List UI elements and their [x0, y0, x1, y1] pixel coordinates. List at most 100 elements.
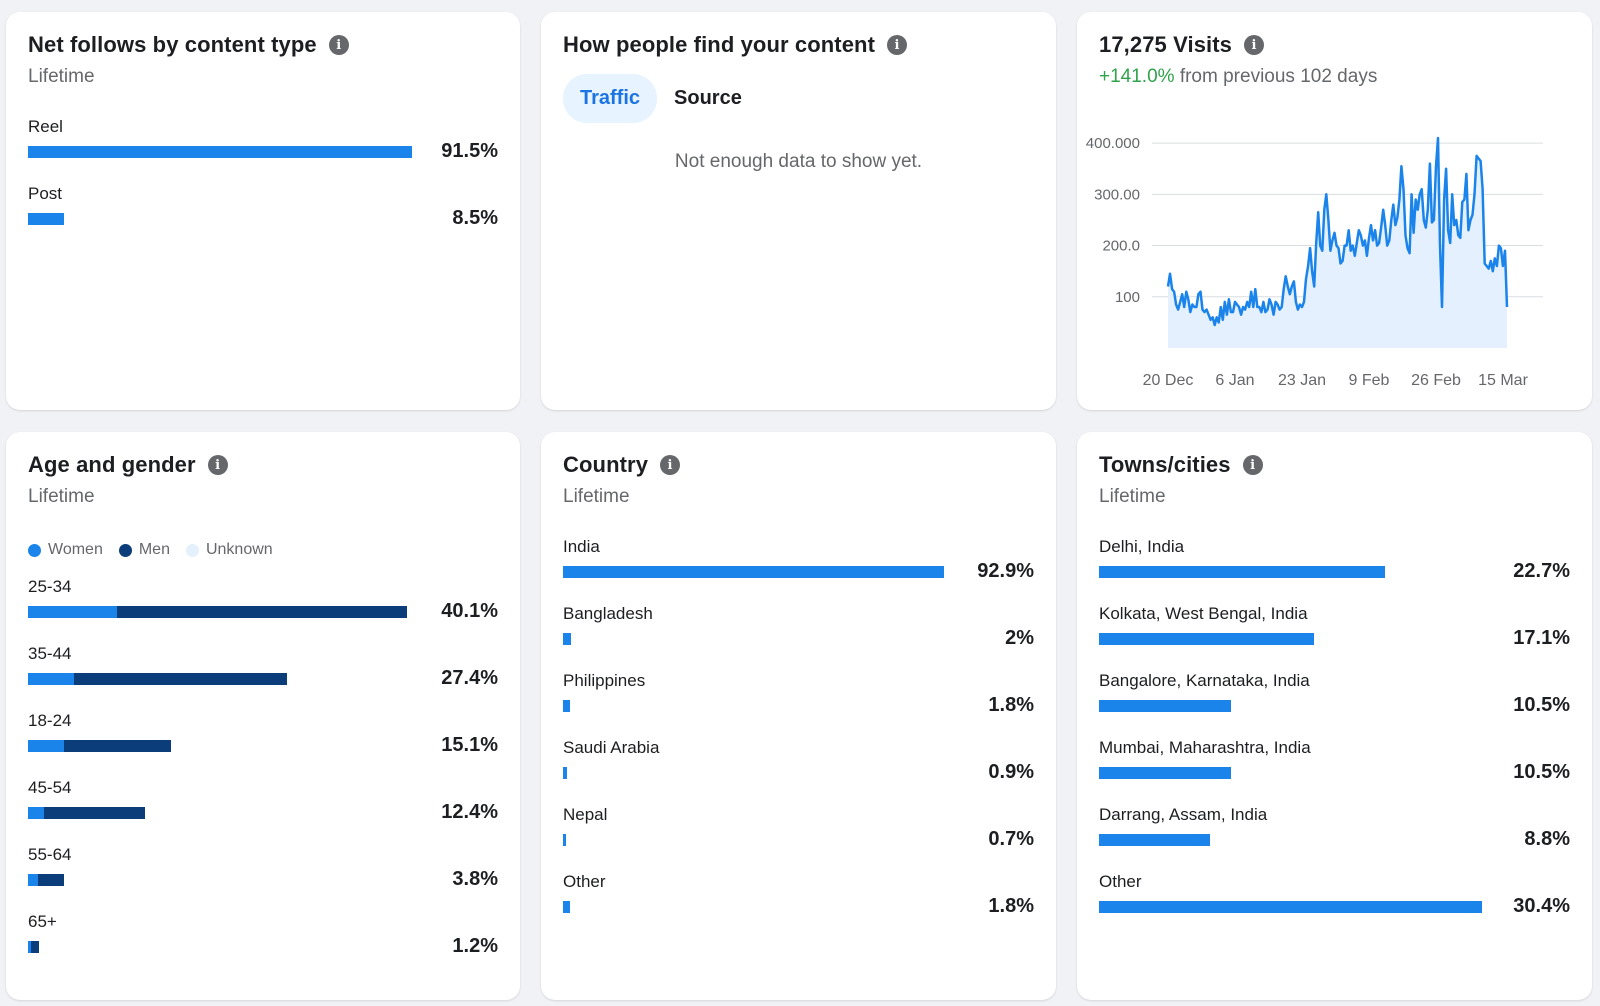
- legend-unknown: Unknown: [185, 541, 273, 559]
- item-label: Delhi, India: [1099, 537, 1185, 556]
- gender-legend: Women Men Unknown: [28, 538, 498, 562]
- item-label: Bangalore, Karnataka, India: [1099, 671, 1310, 690]
- country-list: India 92.9% Bangladesh 2% Philippines 1.8% Sau…: [563, 536, 1034, 938]
- bar-track: [1099, 767, 1570, 779]
- y-tick-label: 300.00: [1094, 186, 1140, 203]
- tab-source[interactable]: Source: [674, 87, 742, 109]
- country-card: Country i Lifetime India 92.9% Bangladesh 2…: [541, 432, 1056, 1000]
- card-subtitle: Lifetime: [563, 486, 630, 507]
- towns-card: Towns/cities i Lifetime Delhi, India 22.7…: [1077, 432, 1592, 1000]
- age-group-label: 45-54: [28, 778, 72, 797]
- item-value: 0.7%: [988, 828, 1034, 850]
- bar-fill: [1099, 633, 1315, 645]
- tab-traffic[interactable]: Traffic: [563, 74, 658, 123]
- age-group-row: 65+ 1.2%: [28, 911, 498, 978]
- y-tick-label: 100: [1115, 289, 1140, 306]
- age-group-label: 18-24: [28, 711, 72, 730]
- men-dot-icon: [118, 543, 132, 557]
- card-subtitle: Lifetime: [28, 66, 95, 87]
- unknown-dot-icon: [185, 543, 199, 557]
- age-group-row: 25-34 40.1%: [28, 576, 498, 643]
- bar-fill: [1099, 700, 1232, 712]
- bar-fill: [563, 834, 566, 846]
- list-item: Kolkata, West Bengal, India 17.1%: [1099, 603, 1570, 670]
- info-icon[interactable]: i: [887, 35, 908, 55]
- item-label: Nepal: [563, 805, 608, 824]
- card-title: Towns/cities: [1099, 452, 1231, 477]
- bar-fill: [28, 146, 412, 158]
- item-value: 22.7%: [1513, 560, 1570, 582]
- towns-list: Delhi, India 22.7% Kolkata, West Bengal, I…: [1099, 536, 1570, 938]
- list-item: Saudi Arabia 0.9%: [563, 737, 1034, 804]
- men-bar-segment: [116, 606, 407, 618]
- bar-fill: [1099, 566, 1385, 578]
- bar-fill: [563, 901, 571, 913]
- age-group-row: 35-44 27.4%: [28, 643, 498, 710]
- card-title: Net follows by content type: [28, 32, 317, 57]
- item-label: Saudi Arabia: [563, 738, 660, 757]
- item-value: 91.5%: [441, 140, 498, 162]
- list-item: Darrang, Assam, India 8.8%: [1099, 804, 1570, 871]
- item-label: India: [563, 537, 600, 556]
- visits-area: [1168, 138, 1507, 348]
- age-group-value: 27.4%: [441, 667, 498, 689]
- info-icon[interactable]: i: [1244, 35, 1264, 55]
- women-bar-segment: [28, 673, 75, 685]
- age-group-row: 18-24 15.1%: [28, 710, 498, 777]
- item-value: 2%: [1005, 627, 1034, 649]
- visits-total: 17,275 Visits: [1099, 32, 1232, 57]
- bar-fill: [1099, 767, 1232, 779]
- bar-fill: [1099, 901, 1482, 913]
- card-title: Age and gender: [28, 452, 196, 477]
- item-label: Post: [28, 184, 63, 203]
- age-group-list: 25-34 40.1% 35-44 27.4% 18-24 15.1% 45-54 12.4%…: [28, 576, 498, 978]
- bar-track: [563, 633, 1034, 645]
- age-group-row: 45-54 12.4%: [28, 777, 498, 844]
- bar-track: [1099, 834, 1570, 846]
- x-tick-label: 23 Jan: [1278, 372, 1326, 389]
- info-icon[interactable]: i: [207, 455, 228, 475]
- list-item: Philippines 1.8%: [563, 670, 1034, 737]
- info-icon[interactable]: i: [660, 455, 681, 475]
- age-group-value: 40.1%: [441, 600, 498, 622]
- legend-women: Women: [28, 541, 103, 559]
- info-icon[interactable]: i: [1242, 455, 1263, 475]
- info-icon[interactable]: i: [328, 35, 349, 55]
- bar-track: [28, 874, 498, 886]
- find-content-card: How people find your content i Traffic S…: [541, 12, 1056, 410]
- visits-line-chart: 400.000 300.00 200.0 100 20 Dec 6 Jan 23 Jan 9 …: [1086, 135, 1543, 389]
- bar-track: [563, 767, 1034, 779]
- bar-track: [28, 941, 498, 953]
- bar-track: [28, 807, 498, 819]
- age-group-value: 3.8%: [452, 868, 498, 890]
- bar-fill: [1099, 834, 1210, 846]
- item-label: Other: [563, 872, 606, 891]
- content-type-list: Reel 91.5% Post 8.5%: [28, 116, 498, 250]
- item-label: Bangladesh: [563, 604, 653, 623]
- bar-track: [28, 673, 498, 685]
- item-value: 92.9%: [977, 560, 1034, 582]
- x-tick-label: 26 Feb: [1411, 372, 1461, 389]
- bar-track: [1099, 633, 1570, 645]
- x-tick-label: 15 Mar: [1478, 372, 1528, 389]
- age-group-value: 1.2%: [452, 935, 498, 957]
- legend-label: Women: [48, 541, 103, 558]
- x-tick-label: 6 Jan: [1215, 372, 1254, 389]
- legend-label: Men: [138, 541, 170, 558]
- item-value: 17.1%: [1513, 627, 1570, 649]
- visits-change: +141.0% from previous 102 days: [1099, 66, 1570, 90]
- card-subtitle: Lifetime: [1099, 486, 1166, 507]
- men-bar-segment: [30, 941, 40, 953]
- visits-change-percent: +141.0%: [1099, 66, 1175, 87]
- bar-track: [1099, 901, 1570, 913]
- visits-change-suffix: from previous 102 days: [1174, 66, 1378, 87]
- women-bar-segment: [28, 941, 31, 953]
- item-label: Philippines: [563, 671, 646, 690]
- empty-state-message: Not enough data to show yet.: [674, 151, 923, 172]
- bar-fill: [28, 213, 64, 225]
- bar-track: [28, 146, 498, 158]
- list-item: India 92.9%: [563, 536, 1034, 603]
- list-item: Reel 91.5%: [28, 116, 498, 183]
- list-item: Other 1.8%: [563, 871, 1034, 938]
- item-label: Kolkata, West Bengal, India: [1099, 604, 1308, 623]
